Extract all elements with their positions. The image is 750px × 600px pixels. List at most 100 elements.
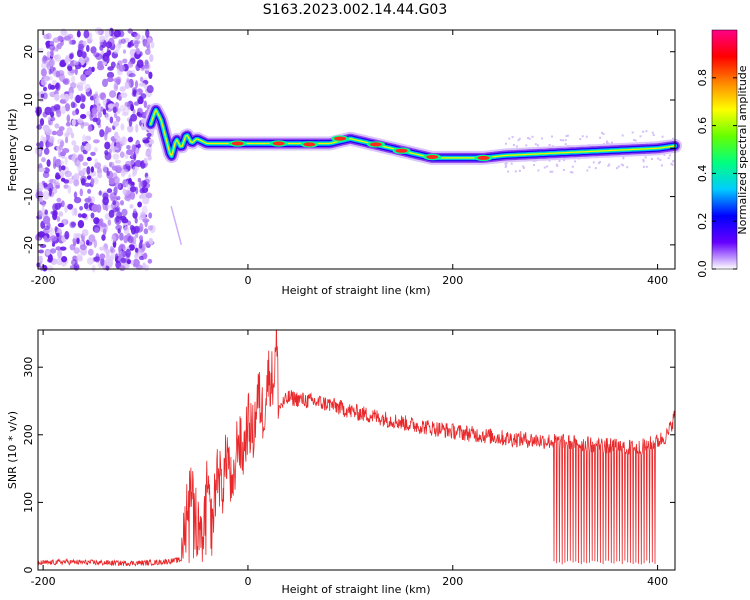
noise-dot (135, 47, 140, 55)
noise-dot (41, 206, 45, 215)
faint-point (518, 169, 521, 172)
noise-dot (48, 68, 52, 75)
noise-dot (67, 65, 73, 72)
noise-dot (134, 40, 139, 49)
noise-dot (52, 210, 58, 217)
noise-dot (57, 35, 64, 42)
noise-dot (90, 166, 94, 173)
faint-point (622, 157, 625, 160)
noise-dot (105, 125, 109, 135)
noise-dot (76, 254, 83, 262)
y-tick-label: -10 (22, 188, 35, 206)
noise-dot (67, 33, 74, 39)
faint-point (515, 145, 518, 148)
noise-dot (118, 64, 126, 72)
noise-dot (73, 207, 78, 216)
noise-dot (132, 258, 140, 267)
colorbar-ticks: 0.0 0.2 0.4 0.6 0.8 (696, 69, 737, 278)
noise-dot (55, 246, 62, 251)
noise-dot (42, 190, 50, 200)
noise-dot (41, 157, 46, 163)
noise-dot (87, 124, 93, 132)
faint-point (633, 139, 636, 141)
noise-dot (80, 144, 85, 153)
noise-dot (85, 135, 92, 141)
noise-dot (90, 178, 95, 185)
noise-dot (54, 82, 60, 90)
noise-dot (128, 244, 135, 251)
noise-dot (106, 71, 115, 79)
faint-point (594, 167, 597, 170)
noise-dot (64, 231, 70, 240)
noise-dot (80, 103, 86, 110)
noise-dot (126, 79, 133, 84)
snr-series-line (38, 330, 675, 567)
snr-x-ticks: -200 0 200 400 (31, 330, 668, 588)
noise-dot (91, 204, 99, 213)
colorbar-gradient (711, 29, 738, 270)
noise-dot (75, 233, 83, 239)
noise-dot (58, 144, 64, 151)
noise-dot (138, 82, 146, 87)
noise-dot (85, 197, 93, 204)
noise-dot (70, 75, 76, 83)
colorbar-tick-label: 0.2 (696, 212, 709, 230)
faint-point (522, 166, 525, 169)
noise-dot (59, 98, 67, 104)
noise-dot (130, 186, 137, 193)
faint-point (549, 170, 552, 173)
faint-point (586, 169, 589, 172)
faint-point (551, 170, 554, 173)
x-tick-label: -200 (31, 274, 56, 287)
noise-dot (65, 136, 69, 144)
noise-dot (142, 218, 150, 223)
noise-dot (61, 150, 66, 156)
noise-dot (115, 206, 121, 213)
noise-dot (71, 140, 77, 146)
faint-point (602, 133, 605, 135)
noise-dot (94, 227, 100, 233)
x-tick-label: 400 (647, 575, 668, 588)
faint-point (565, 135, 568, 137)
colorbar-tick-label: 0.8 (696, 69, 709, 87)
noise-dot (50, 111, 55, 118)
faint-point (622, 164, 625, 167)
noise-dot (61, 200, 65, 208)
noise-dot (136, 59, 144, 68)
faint-point (508, 137, 511, 140)
noise-dot (86, 257, 94, 265)
colorbar-tick-label: 0.0 (696, 260, 709, 278)
y-tick-label: 0 (22, 145, 35, 152)
noise-dot (46, 159, 51, 167)
noise-dot (64, 56, 70, 65)
noise-dot (41, 201, 46, 207)
noise-dot (83, 202, 89, 210)
noise-dot (36, 124, 42, 130)
noise-dot (86, 175, 92, 180)
noise-dot (49, 50, 54, 58)
noise-dot (61, 165, 66, 171)
noise-dot (128, 73, 136, 78)
faint-point (642, 158, 645, 161)
faint-point (536, 144, 539, 147)
noise-dot (127, 41, 132, 48)
noise-dot (127, 28, 133, 34)
noise-dot (39, 118, 45, 126)
faint-point (588, 166, 591, 169)
noise-dot (94, 97, 100, 106)
noise-dot (43, 92, 48, 100)
faint-point (571, 165, 574, 168)
noise-dot (142, 180, 148, 188)
noise-dot (90, 151, 96, 156)
noise-dot (106, 188, 113, 194)
noise-dot (71, 110, 77, 116)
strong-spot (231, 141, 244, 146)
noise-dot (62, 218, 67, 226)
x-tick-label: 200 (442, 274, 463, 287)
snr-frame (37, 329, 676, 571)
faint-point (564, 139, 567, 142)
noise-dot (93, 146, 99, 153)
faint-point (548, 144, 551, 146)
noise-dot (122, 188, 127, 195)
